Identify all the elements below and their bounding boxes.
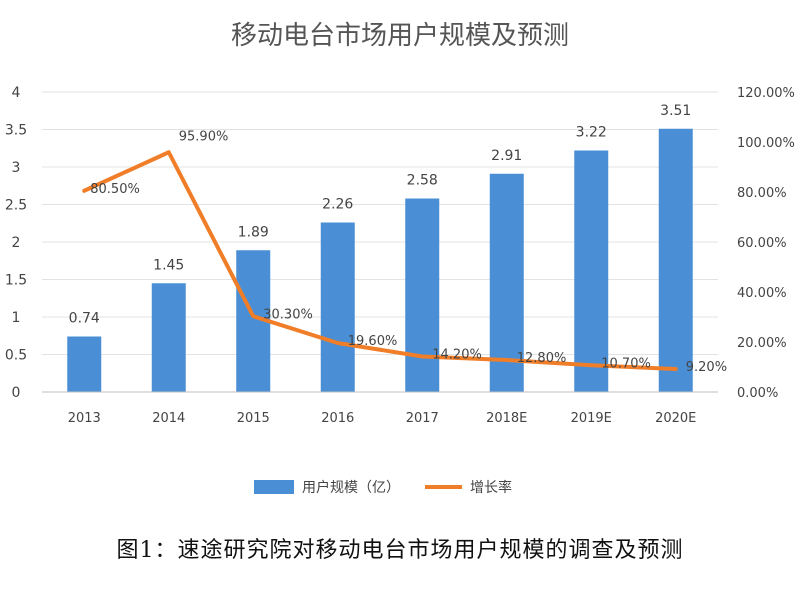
y-left-tick-label: 1.5 [5, 273, 27, 289]
line-series [82, 150, 678, 371]
line-point [674, 367, 678, 371]
bar-data-label: 1.89 [238, 224, 269, 240]
figure-caption: 图1：速途研究院对移动电台市场用户规模的调查及预测 [116, 538, 684, 563]
bar-data-label: 2.91 [491, 148, 522, 164]
y-left-tick-label: 0.5 [5, 348, 27, 364]
bar-data-label: 3.51 [660, 103, 691, 119]
y-axis-left: 0 0.5 1 1.5 2 2.5 3 3.5 4 [5, 85, 27, 401]
bar-data-label: 0.74 [69, 311, 100, 327]
x-tick-label: 2020E [655, 411, 696, 426]
y-left-tick-label: 3.5 [5, 123, 27, 139]
y-left-tick-label: 1 [12, 310, 21, 326]
line-data-label: 14.20% [432, 348, 482, 363]
bar [151, 283, 186, 392]
y-left-tick-label: 2 [12, 235, 21, 251]
bar-data-label: 2.58 [407, 173, 438, 189]
y-right-tick-label: 100.00% [737, 136, 795, 151]
y-right-tick-label: 120.00% [737, 86, 795, 101]
bar [405, 198, 440, 392]
x-tick-label: 2013 [68, 411, 101, 426]
y-left-tick-label: 3 [12, 160, 21, 176]
y-left-tick-label: 4 [12, 85, 21, 101]
legend: 用户规模（亿） 增长率 [254, 479, 512, 496]
x-tick-label: 2016 [321, 411, 354, 426]
legend-label-bar: 用户规模（亿） [302, 479, 400, 496]
y-left-tick-label: 0 [12, 385, 21, 401]
y-right-tick-label: 60.00% [737, 236, 787, 251]
line-point [167, 150, 171, 154]
x-tick-label: 2015 [237, 411, 270, 426]
bar-data-label: 3.22 [576, 125, 607, 141]
line-point [336, 341, 340, 345]
y-right-tick-label: 40.00% [737, 286, 787, 301]
line-point [82, 189, 86, 193]
growth-rate-line [82, 150, 678, 371]
line-data-label: 19.60% [348, 334, 398, 349]
x-tick-label: 2017 [406, 411, 439, 426]
line-data-label: 12.80% [517, 351, 567, 366]
legend-swatch-bar [254, 480, 294, 494]
line-data-label: 80.50% [90, 182, 140, 197]
line-point [420, 355, 424, 358]
line-data-label: 10.70% [601, 356, 651, 371]
line-data-labels: 80.50% 95.90% 30.30% 19.60% 14.20% 12.80% 10.7… [90, 129, 727, 375]
y-right-tick-label: 80.00% [737, 186, 787, 201]
bar-data-label: 2.26 [322, 197, 353, 213]
line-point [505, 358, 509, 362]
line-data-label: 9.20% [686, 360, 727, 375]
y-left-tick-label: 2.5 [5, 198, 27, 214]
bar [574, 150, 609, 392]
bar [489, 173, 524, 392]
x-tick-label: 2019E [571, 411, 612, 426]
y-right-tick-label: 20.00% [737, 336, 787, 351]
line-data-label: 95.90% [179, 129, 229, 144]
x-tick-label: 2018E [486, 411, 527, 426]
line-data-label: 30.30% [263, 307, 313, 322]
x-tick-label: 2014 [152, 411, 185, 426]
bar-data-labels: 0.74 1.45 1.89 2.26 2.58 2.91 3.22 3.51 [69, 103, 692, 327]
line-point [589, 363, 593, 367]
line-point [251, 314, 255, 318]
y-right-tick-label: 0.00% [737, 386, 778, 401]
bar-data-label: 1.45 [153, 257, 184, 273]
y-axis-right: 0.00% 20.00% 40.00% 60.00% 80.00% 100.00% 120.… [737, 86, 795, 401]
bar [320, 222, 355, 392]
bar [658, 128, 693, 392]
x-axis: 2013 2014 2015 2016 2017 2018E 2019E 2020E [42, 391, 718, 426]
chart-title: 移动电台市场用户规模及预测 [231, 21, 569, 51]
bar [67, 336, 102, 392]
legend-label-line: 增长率 [470, 479, 512, 496]
